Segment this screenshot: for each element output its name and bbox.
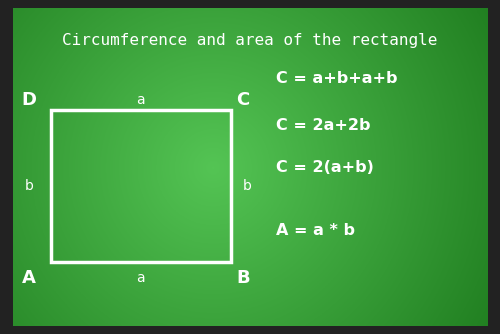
Text: b: b [243, 179, 252, 193]
Text: A: A [22, 269, 36, 287]
Text: a: a [136, 271, 145, 285]
Text: C = 2(a+b): C = 2(a+b) [276, 160, 374, 174]
Text: A = a * b: A = a * b [276, 223, 355, 238]
Text: D: D [22, 92, 36, 109]
Text: Circumference and area of the rectangle: Circumference and area of the rectangle [62, 33, 438, 47]
Bar [50, 110, 231, 262]
Text: C: C [236, 92, 250, 109]
Text: C = a+b+a+b: C = a+b+a+b [276, 71, 398, 86]
Text: b: b [24, 179, 34, 193]
Text: C = 2a+2b: C = 2a+2b [276, 118, 370, 133]
Text: a: a [136, 94, 145, 107]
Text: B: B [236, 269, 250, 287]
